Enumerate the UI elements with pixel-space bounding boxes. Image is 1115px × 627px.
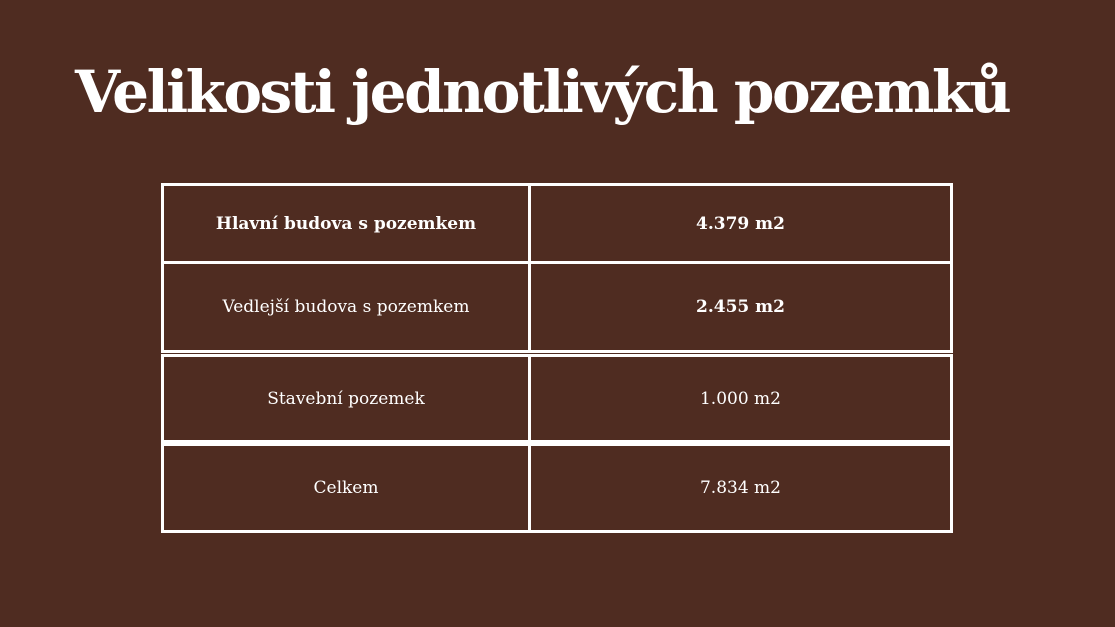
slide-title: Velikosti jednotlivých pozemků: [75, 58, 1012, 126]
row-label: Vedlejší budova s pozemkem: [164, 264, 531, 350]
row-value: 7.834 m2: [699, 478, 781, 498]
table-row: Hlavní budova s pozemkem 4.379 m2: [161, 183, 953, 264]
row-label: Celkem: [164, 446, 531, 530]
row-label: Hlavní budova s pozemkem: [164, 186, 531, 261]
row-value: 2.455 m2: [696, 297, 785, 317]
table-row: Vedlejší budova s pozemkem 2.455 m2: [161, 261, 953, 353]
row-label: Stavební pozemek: [164, 357, 531, 440]
table-row: Celkem 7.834 m2: [161, 443, 953, 533]
table-row: Stavební pozemek 1.000 m2: [161, 354, 953, 443]
row-value: 4.379 m2: [696, 213, 785, 234]
row-value: 1.000 m2: [699, 388, 781, 409]
